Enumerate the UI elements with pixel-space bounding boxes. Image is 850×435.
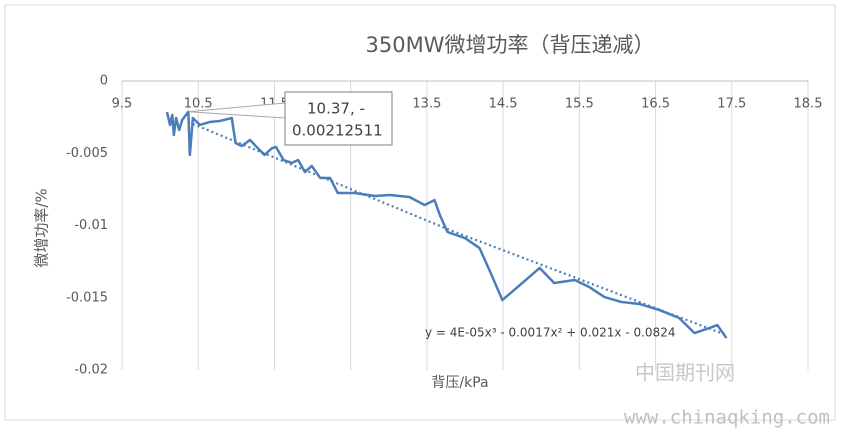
x-tick-label: 17.5 — [717, 97, 746, 112]
x-tick-label: 15.5 — [565, 97, 594, 112]
trendline — [187, 121, 727, 337]
watermark: 中国期刊网 — [635, 361, 735, 385]
y-tick-label: 0 — [100, 74, 108, 89]
x-tick-label: 14.5 — [489, 97, 518, 112]
data-line — [165, 110, 728, 339]
y-tick-label: -0.005 — [66, 146, 108, 161]
x-tick-label: 9.5 — [112, 97, 133, 112]
y-tick-label: -0.01 — [74, 218, 108, 233]
x-tick-label: 18.5 — [794, 97, 823, 112]
x-tick-label: 13.5 — [412, 97, 441, 112]
chart-border — [4, 4, 836, 421]
y-axis-label: 微增功率/% — [33, 188, 51, 267]
callout-box — [284, 91, 393, 146]
x-axis-label: 背压/kPa — [431, 375, 488, 391]
y-tick-label: -0.015 — [66, 290, 108, 305]
y-tick-label: -0.02 — [74, 363, 108, 378]
chart-title: 350MW微增功率（背压递减） — [366, 33, 655, 57]
trendline-equation: y = 4E-05x³ - 0.0017x² + 0.021x - 0.0824 — [425, 326, 675, 340]
x-tick-label: 16.5 — [641, 97, 670, 112]
callout-text: 10.37, - — [307, 100, 365, 118]
x-tick-label: 10.5 — [184, 97, 213, 112]
callout-text: 0.00212511 — [292, 122, 383, 140]
watermark: www.chinaqking.com — [624, 407, 830, 429]
